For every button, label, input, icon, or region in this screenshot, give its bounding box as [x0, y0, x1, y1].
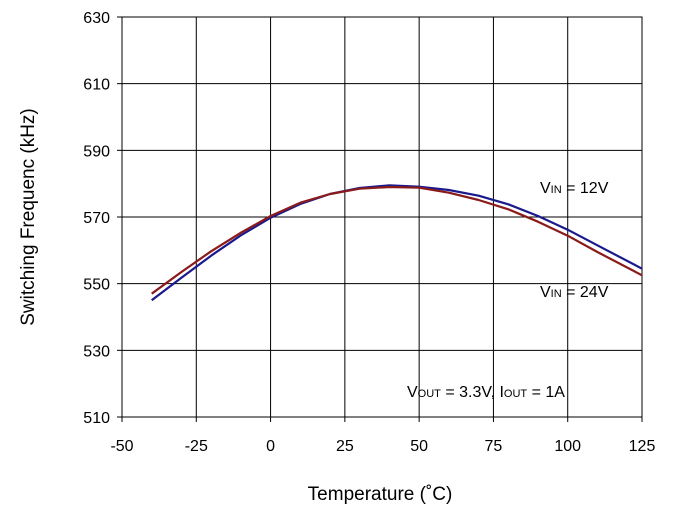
x-tick-label: 100 — [554, 438, 581, 455]
y-tick-label: 590 — [83, 143, 110, 160]
x-tick-label: 0 — [266, 438, 275, 455]
x-tick-label: 75 — [485, 438, 503, 455]
y-tick-label: 550 — [83, 277, 110, 294]
x-tick-label: 25 — [336, 438, 354, 455]
y-tick-label: 610 — [83, 77, 110, 94]
series-line-vin-12v — [151, 184, 643, 302]
series-line-vin-24v — [151, 185, 643, 295]
y-axis-label: Switching Frequenc (kHz) — [18, 108, 39, 326]
x-tick-labels: -50 -25 0 25 50 75 100 125 — [110, 438, 655, 455]
y-tick-label: 510 — [83, 410, 110, 427]
grid — [117, 16, 643, 422]
x-tick-label: -50 — [110, 438, 133, 455]
x-axis-label: Temperature (˚C) — [308, 484, 453, 505]
series-lines — [151, 184, 643, 302]
plot-area-border — [121, 16, 643, 418]
y-tick-labels: 630 610 590 570 550 530 510 — [83, 10, 110, 427]
y-tick-label: 530 — [83, 343, 110, 360]
x-tick-label: -25 — [185, 438, 208, 455]
annotation-conditions: VOUT = 3.3V, IOUT = 1A — [407, 384, 565, 401]
x-tick-label: 50 — [410, 438, 428, 455]
annotation-vin-24v: VIN = 24V — [540, 284, 609, 301]
x-tick-label: 125 — [629, 438, 656, 455]
y-tick-label: 630 — [83, 10, 110, 27]
y-tick-label: 570 — [83, 210, 110, 227]
annotation-vin-12v: VIN = 12V — [540, 180, 609, 197]
